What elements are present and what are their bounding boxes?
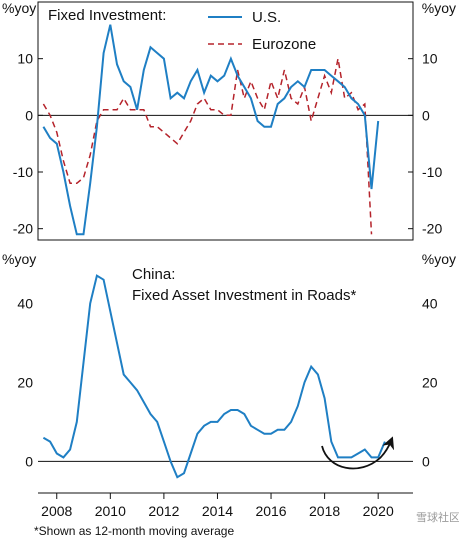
x-tick-label: 2010	[95, 503, 126, 519]
bottom-left-tick-label: 0	[25, 453, 33, 469]
top-right-tick-label: -10	[422, 164, 442, 180]
top-plot-frame	[37, 1, 414, 241]
top-title: Fixed Investment:	[48, 7, 166, 24]
watermark-text: 雪球社区	[416, 510, 459, 524]
top-us-line	[42, 24, 380, 236]
bottom-left-ylabel: %yoy	[2, 251, 36, 267]
legend-us-label: U.S.	[252, 9, 281, 26]
bottom-ticks: 40 40 20 20 0 0	[17, 295, 437, 469]
bottom-right-ylabel: %yoy	[422, 251, 456, 267]
top-panel: %yoy %yoy Fixed Investment: U.S. Eurozon…	[2, 0, 456, 241]
x-tick-label: 2008	[41, 503, 72, 519]
bottom-panel: %yoy %yoy China: Fixed Asset Investment …	[2, 251, 456, 519]
bottom-right-tick-label: 0	[422, 453, 430, 469]
x-axis-ticks: 2008 2010 2012 2014 2016 2018 2020	[41, 493, 394, 519]
top-left-tick-label: 10	[17, 51, 33, 67]
top-ticks: 10 10 0 0 -10 -10 -20 -20	[13, 51, 443, 237]
footnote: *Shown as 12-month moving average	[34, 524, 234, 538]
bottom-left-tick-label: 40	[17, 295, 33, 311]
bottom-right-tick-label: 40	[422, 295, 438, 311]
top-right-ylabel: %yoy	[422, 0, 456, 16]
top-left-tick-label: -10	[13, 164, 33, 180]
bottom-right-tick-label: 20	[422, 374, 438, 390]
x-tick-label: 2014	[202, 503, 233, 519]
x-tick-label: 2012	[148, 503, 179, 519]
top-right-tick-label: -20	[422, 221, 442, 237]
curved-arrow-annotation	[321, 436, 395, 470]
china-road-investment-line	[42, 274, 386, 479]
x-tick-label: 2018	[309, 503, 340, 519]
top-left-ylabel: %yoy	[2, 0, 36, 16]
top-right-tick-label: 10	[422, 51, 438, 67]
bottom-title: China:	[132, 266, 175, 283]
top-right-tick-label: 0	[422, 107, 430, 123]
bottom-subtitle: Fixed Asset Investment in Roads*	[132, 287, 356, 304]
top-left-tick-label: -20	[13, 221, 33, 237]
x-tick-label: 2020	[363, 503, 394, 519]
x-tick-label: 2016	[255, 503, 286, 519]
top-left-tick-label: 0	[25, 107, 33, 123]
bottom-left-tick-label: 20	[17, 374, 33, 390]
legend-eurozone-label: Eurozone	[252, 36, 316, 53]
